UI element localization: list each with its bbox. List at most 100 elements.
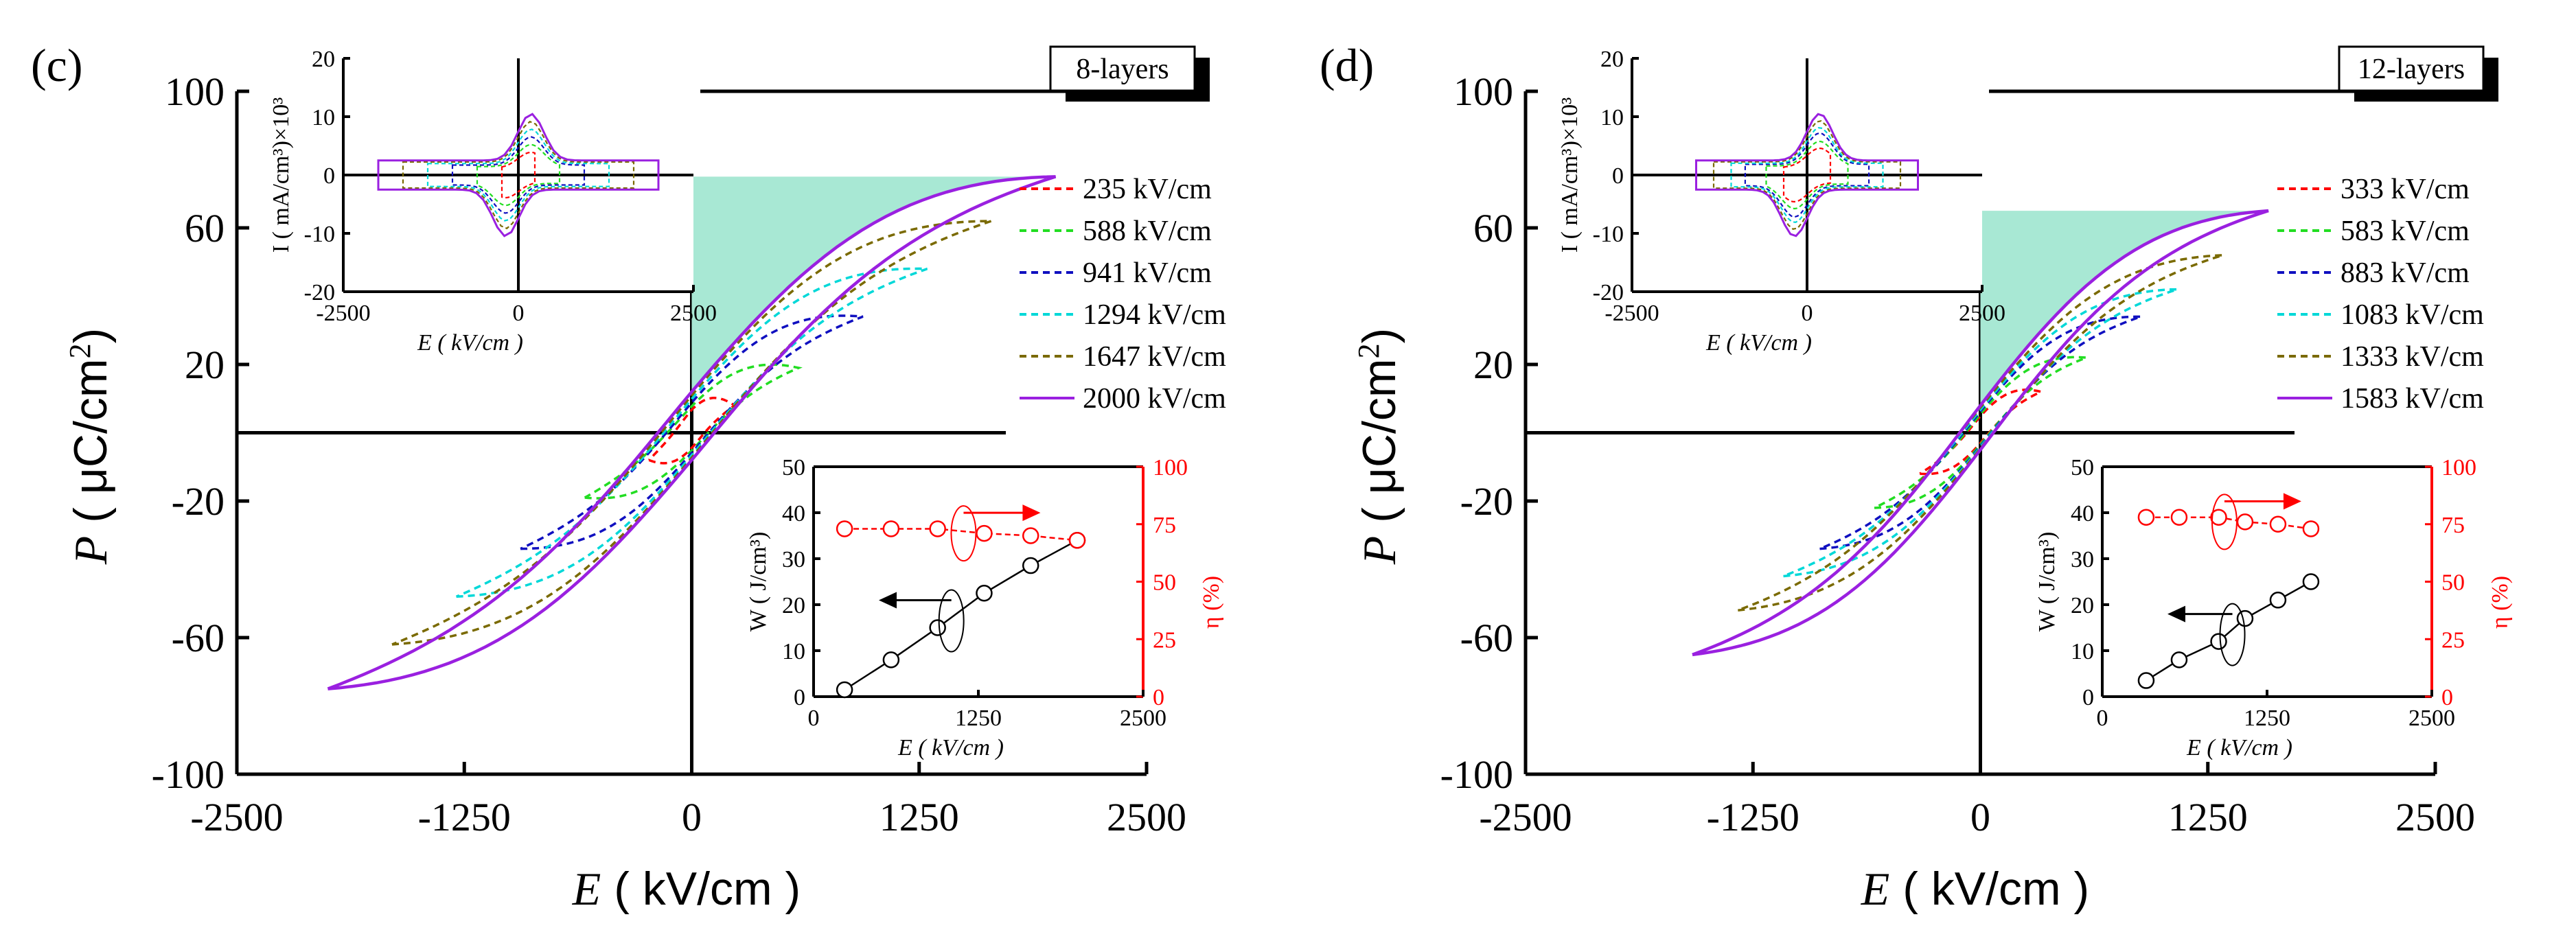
main-x-tick-label: 1250 <box>879 795 959 839</box>
main-y-tick-label: 60 <box>185 206 225 251</box>
layer-tag-box <box>1049 45 1196 92</box>
iv-loop-1583 <box>1695 113 1919 237</box>
main-y-tick-label: 100 <box>1453 69 1513 114</box>
iv-loop-235 <box>501 151 536 199</box>
iv-loop-1333 <box>1712 120 1902 230</box>
iv-x-tick-label: -2500 <box>316 301 370 326</box>
w-left-tick-label: 50 <box>782 455 805 480</box>
w-x-tick-label: 1250 <box>2244 706 2290 731</box>
iv-y-tick-label: 10 <box>1600 105 1624 130</box>
iv-x-tick-label: 2500 <box>670 301 717 326</box>
iv-y-tick-label: 10 <box>312 105 335 130</box>
iv-x-label: E ( kV/cm ) <box>417 330 523 356</box>
w-right-tick-label: 100 <box>1153 455 1188 480</box>
iv-x-tick-label: 2500 <box>1959 301 2005 326</box>
main-x-tick-label: -1250 <box>418 795 511 839</box>
iv-loop-1647 <box>402 120 635 230</box>
w-indicator-ellipse <box>938 589 965 653</box>
layer-tag-box <box>2338 45 2485 92</box>
w-x-tick-label: 2500 <box>1120 706 1166 731</box>
w-right-label: η (%) <box>2487 576 2513 629</box>
iv-loop-1294 <box>426 128 610 222</box>
w-x-label: E ( kV/cm ) <box>2186 735 2292 760</box>
main-y-tick-label: 20 <box>1473 342 1513 387</box>
iv-y-tick-label: 0 <box>1612 163 1624 189</box>
w-right-tick-label: 0 <box>1153 685 1164 710</box>
legend-label: 941 kV/cm <box>1083 257 1212 289</box>
eta-series-point <box>1068 531 1086 549</box>
w-right-tick-label: 50 <box>1153 570 1176 596</box>
legend-label: 1294 kV/cm <box>1083 299 1226 331</box>
w-left-label: W ( J/cm³) <box>2034 532 2060 632</box>
legend-label: 333 kV/cm <box>2341 174 2470 205</box>
w-arrow-head <box>2167 605 2185 623</box>
iv-y-tick-label: -10 <box>1593 222 1624 247</box>
legend-label: 588 kV/cm <box>1083 216 1212 247</box>
w-right-tick-label: 100 <box>2441 455 2476 480</box>
main-y-label: P ( μC/cm2) <box>63 328 117 565</box>
main-x-tick-label: 2500 <box>1107 795 1186 839</box>
iv-loop-333 <box>1782 147 1832 203</box>
w-left-label: W ( J/cm³) <box>746 532 771 632</box>
w-right-tick-label: 75 <box>1153 513 1176 538</box>
main-y-tick-label: -100 <box>152 752 225 797</box>
w-series-point <box>2137 672 2155 689</box>
legend-label: 883 kV/cm <box>2341 257 2470 289</box>
main-y-tick-label: 60 <box>1473 206 1513 251</box>
main-x-tick-label: -1250 <box>1707 795 1799 839</box>
main-y-label: P ( μC/cm2) <box>1352 328 1405 565</box>
layer-tag: 12-layers <box>2358 54 2465 85</box>
eta-indicator-ellipse <box>2211 493 2238 550</box>
iv-y-tick-label: 20 <box>312 47 335 72</box>
eta-series-point <box>929 520 946 537</box>
w-x-tick-label: 0 <box>2097 706 2108 731</box>
eta-arrow-head <box>1022 504 1041 522</box>
legend-label: 235 kV/cm <box>1083 174 1212 205</box>
w-inset-bg <box>2102 467 2432 697</box>
main-y-tick-label: -100 <box>1440 752 1513 797</box>
w-right-tick-label: 75 <box>2441 513 2465 538</box>
iv-x-label: E ( kV/cm ) <box>1705 330 1812 356</box>
iv-y-label: I ( mA/cm³)×10³ <box>268 97 294 253</box>
energy-density-shade <box>691 176 1056 392</box>
iv-y-label: I ( mA/cm³)×10³ <box>1557 97 1583 253</box>
main-x-tick-label: -2500 <box>1479 795 1572 839</box>
w-left-tick-label: 20 <box>782 593 805 618</box>
iv-loop-941 <box>451 136 586 214</box>
legend-label: 1333 kV/cm <box>2341 341 2484 373</box>
w-left-tick-label: 0 <box>2082 685 2094 710</box>
main-y-tick-label: -20 <box>1460 479 1513 524</box>
iv-y-tick-label: 0 <box>323 163 335 189</box>
w-right-tick-label: 25 <box>1153 627 1176 653</box>
w-inset-bg <box>814 467 1143 697</box>
iv-loop-583 <box>1765 140 1849 210</box>
pe-loop-883 <box>1819 315 2142 550</box>
w-right-tick-label: 50 <box>2441 570 2465 596</box>
pe-loop-1583 <box>1692 209 2269 657</box>
iv-x-tick-label: -2500 <box>1605 301 1659 326</box>
main-x-label: E ( kV/cm ) <box>572 863 801 915</box>
w-series-point <box>976 585 993 602</box>
pe-loop-1333 <box>1737 254 2224 612</box>
w-series-point <box>2302 573 2320 590</box>
eta-arrow-head <box>2283 493 2301 510</box>
panel-label: (c) <box>31 39 82 91</box>
w-series-point <box>2170 651 2188 669</box>
legend-label: 1083 kV/cm <box>2341 299 2484 331</box>
legend-label: 2000 kV/cm <box>1083 383 1226 415</box>
main-x-tick-label: 0 <box>682 795 702 839</box>
eta-series-point <box>1022 527 1039 544</box>
w-x-tick-label: 2500 <box>2408 706 2455 731</box>
legend-label: 1583 kV/cm <box>2341 383 2484 415</box>
w-left-tick-label: 30 <box>2071 547 2094 572</box>
main-y-tick-label: -60 <box>172 616 225 660</box>
iv-y-tick-label: -20 <box>304 280 335 305</box>
iv-y-tick-label: 20 <box>1600 47 1624 72</box>
main-y-tick-label: 100 <box>165 69 225 114</box>
energy-density-shade <box>1980 211 2268 406</box>
pe-loop-2000 <box>327 175 1057 690</box>
eta-series-point <box>2137 509 2155 526</box>
main-x-tick-label: -2500 <box>190 795 283 839</box>
